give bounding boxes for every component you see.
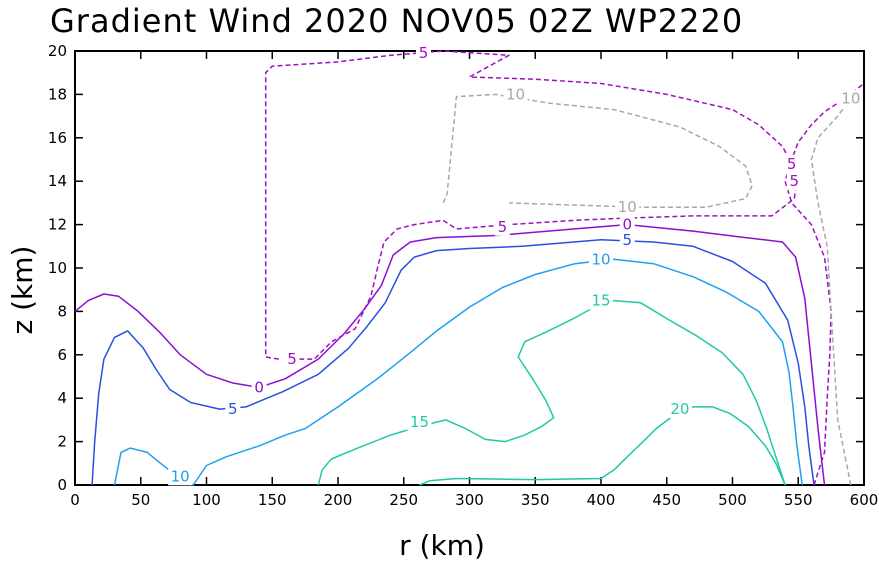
y-tick-label: 16: [48, 129, 67, 147]
x-tick-label: 50: [131, 491, 150, 509]
y-tick-label: 14: [48, 172, 67, 190]
contour-label: 5: [623, 231, 633, 249]
x-tick-label: 150: [258, 491, 287, 509]
x-tick-label: 200: [324, 491, 353, 509]
x-tick-label: 100: [192, 491, 221, 509]
y-tick-label: 6: [57, 346, 67, 364]
y-tick-label: 8: [57, 302, 67, 320]
contour-label-bg: [838, 89, 863, 108]
y-tick-label: 20: [48, 42, 67, 60]
contour-label-bg: [619, 230, 635, 249]
contour-label-bg: [784, 154, 800, 173]
contour-label-bg: [589, 291, 613, 310]
contour-label: 20: [670, 400, 689, 418]
contour-label: 10: [841, 90, 860, 108]
y-tick-label: 18: [48, 85, 67, 103]
contour-label-bg: [284, 350, 300, 369]
contour-label-bg: [667, 400, 692, 419]
x-tick-label: 500: [718, 491, 747, 509]
axis-ticks: 0 50 100 150 200 250 300 350 400 450 500 550 6000246…: [48, 42, 878, 509]
chart-title: Gradient Wind 2020 NOV05 02Z WP2220: [50, 2, 743, 40]
contour-line: [784, 82, 865, 486]
contour-line: [317, 299, 786, 486]
contour-label: 5: [787, 155, 797, 173]
contour-line: [442, 93, 753, 208]
y-axis-label: z (km): [6, 246, 39, 335]
contour-label-bg: [415, 44, 431, 63]
x-axis-label: r (km): [399, 529, 485, 561]
contour-line: [810, 93, 865, 486]
contour-label-bg: [168, 467, 193, 486]
x-tick-label: 300: [455, 491, 484, 509]
contour-label-bg: [251, 378, 267, 397]
contour-label-bg: [503, 85, 528, 104]
x-tick-label: 250: [389, 491, 418, 509]
contour-label-bg: [589, 250, 613, 269]
contour-label: 10: [171, 467, 190, 485]
contour-label: 10: [506, 85, 525, 103]
contour-label-bg: [407, 413, 432, 432]
y-tick-label: 2: [57, 433, 67, 451]
contour-label: 0: [254, 378, 264, 396]
contour-lines: [74, 50, 865, 486]
y-tick-label: 4: [57, 389, 67, 407]
contour-label-bg: [619, 215, 635, 234]
contour-label: 10: [591, 250, 610, 268]
contour-label: 0: [623, 216, 633, 234]
contour-label: 10: [618, 198, 637, 216]
contour-label-bg: [786, 172, 802, 191]
contour-line: [419, 406, 786, 486]
contour-label: 5: [790, 172, 800, 190]
contour-line: [113, 258, 803, 486]
contour-label-bg: [615, 198, 640, 217]
contour-label: 15: [410, 413, 429, 431]
contour-line: [74, 223, 826, 486]
x-tick-label: 350: [521, 491, 550, 509]
contour-label: 5: [419, 44, 429, 62]
y-tick-label: 10: [48, 259, 67, 277]
contour-label-bg: [494, 217, 510, 236]
contour-line: [91, 239, 815, 486]
x-tick-label: 450: [652, 491, 681, 509]
x-tick-label: 0: [70, 491, 80, 509]
y-tick-label: 12: [48, 216, 67, 234]
contour-label: 5: [228, 400, 238, 418]
contour-label: 5: [287, 350, 297, 368]
plot-frame: [74, 50, 865, 486]
contour-label-bg: [225, 400, 241, 419]
contour-label: 15: [591, 292, 610, 310]
x-tick-label: 600: [850, 491, 879, 509]
x-tick-label: 550: [784, 491, 813, 509]
x-tick-label: 400: [587, 491, 616, 509]
y-tick-label: 0: [57, 476, 67, 494]
contour-label: 5: [498, 218, 508, 236]
